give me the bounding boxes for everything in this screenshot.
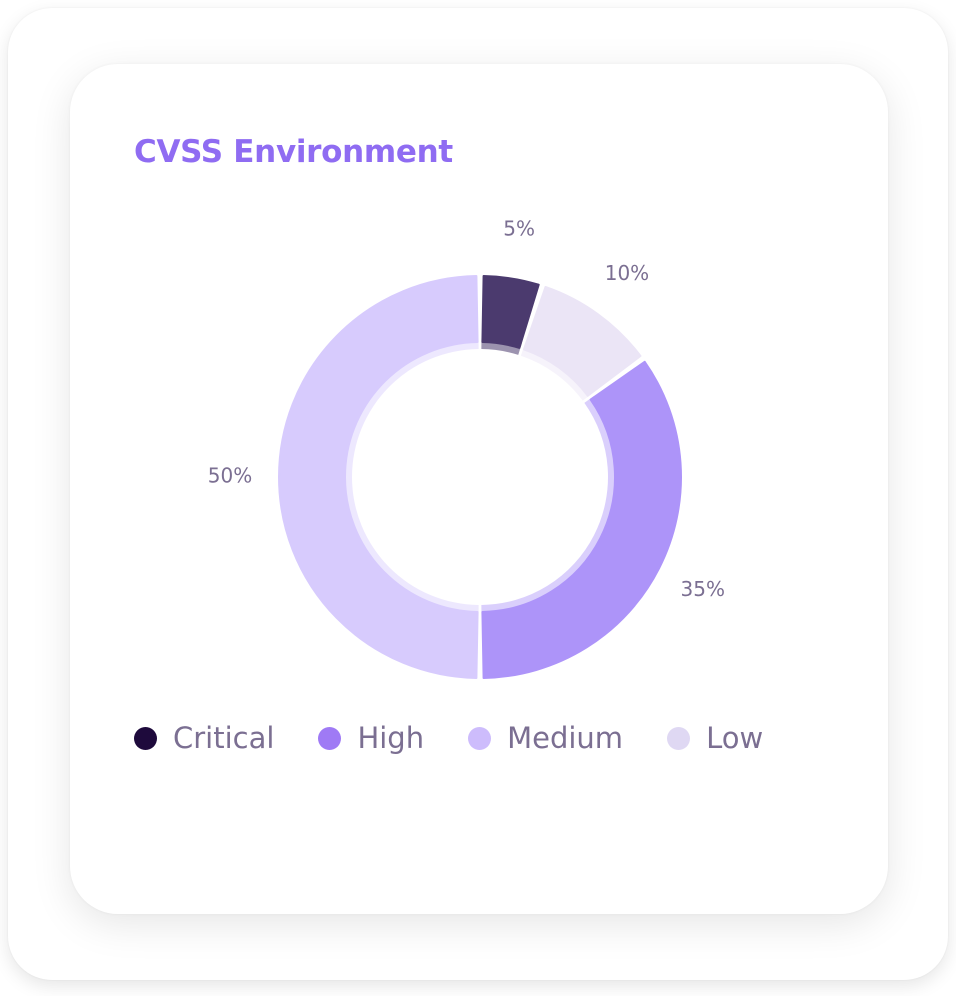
legend-item-critical[interactable]: Critical bbox=[134, 721, 274, 755]
donut-chart: 5% 10% 35% 50% bbox=[208, 217, 725, 679]
legend-item-high[interactable]: High bbox=[318, 721, 424, 755]
legend-item-low[interactable]: Low bbox=[667, 721, 763, 755]
legend-label-low: Low bbox=[706, 721, 764, 755]
legend-dot-medium bbox=[468, 726, 492, 750]
slice-label-medium: 50% bbox=[208, 464, 252, 488]
chart-title: CVSS Environment bbox=[134, 134, 453, 170]
legend: Critical High Medium Low bbox=[134, 718, 807, 758]
legend-label-high: High bbox=[357, 721, 425, 755]
legend-label-medium: Medium bbox=[507, 721, 624, 755]
slice-medium[interactable] bbox=[278, 275, 479, 679]
inner-ring-low bbox=[520, 344, 593, 401]
legend-dot-critical bbox=[134, 726, 157, 750]
slice-low[interactable] bbox=[523, 285, 642, 397]
legend-dot-high bbox=[318, 726, 342, 750]
slice-group bbox=[278, 275, 682, 679]
slice-critical[interactable] bbox=[481, 275, 540, 349]
legend-label-critical: Critical bbox=[173, 721, 275, 755]
slice-label-group: 5% 10% 35% 50% bbox=[208, 217, 725, 601]
slice-high[interactable] bbox=[481, 360, 682, 679]
slice-label-high: 35% bbox=[681, 577, 725, 601]
legend-dot-low bbox=[667, 726, 691, 750]
chart-card: CVSS Environment 5% 10% 35% 50% Critical Hig… bbox=[70, 64, 888, 914]
slice-label-critical: 5% bbox=[503, 217, 535, 241]
legend-item-medium[interactable]: Medium bbox=[468, 721, 623, 755]
slice-label-low: 10% bbox=[605, 261, 649, 285]
